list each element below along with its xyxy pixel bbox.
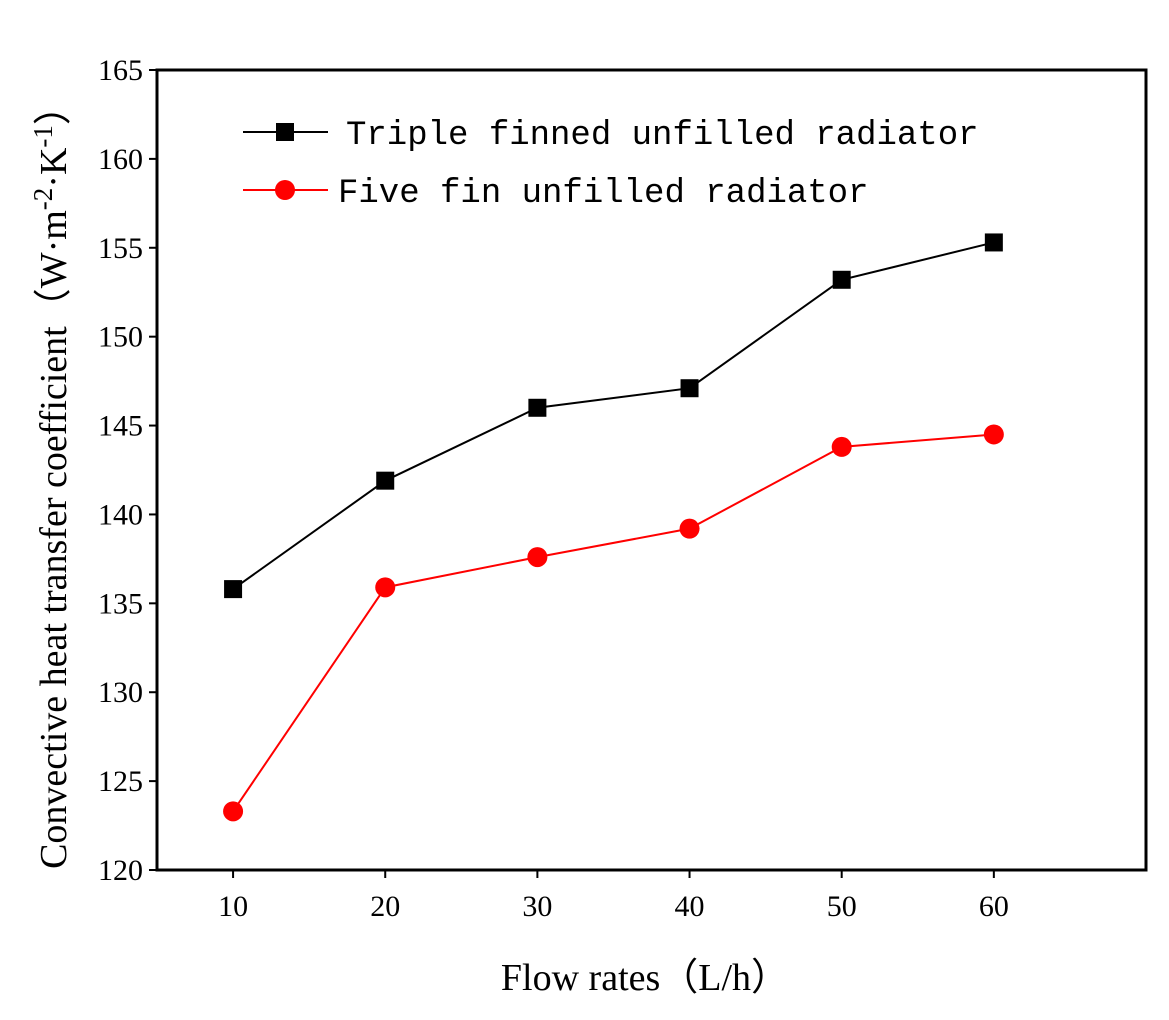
y-axis-title-main: Convective heat transfer coefficient（W·m — [33, 210, 75, 869]
x-tick-label: 40 — [675, 890, 705, 923]
x-tick-label: 50 — [827, 890, 857, 923]
y-tick-label: 145 — [98, 410, 143, 443]
series-2-point — [679, 518, 700, 539]
series-1-point — [680, 379, 699, 398]
y-tick-label: 120 — [98, 854, 143, 887]
x-tick-label: 20 — [370, 890, 400, 923]
y-tick-label: 130 — [98, 676, 143, 709]
y-tick-label: 165 — [98, 54, 143, 87]
y-axis: 120 125 130 135 140 145 150 155 160 165 — [98, 54, 157, 887]
series-2-point — [831, 436, 852, 457]
legend-label: Five fin unfilled radiator — [338, 175, 869, 213]
y-tick-label: 140 — [98, 498, 143, 531]
y-axis-title-mid: ·K — [33, 147, 75, 188]
y-axis-title: Convective heat transfer coefficient（W·m… — [28, 87, 75, 869]
legend-marker — [276, 123, 294, 141]
series-2-point — [527, 547, 548, 568]
series-2-point — [223, 801, 244, 822]
legend-marker — [275, 180, 295, 200]
series-1-point — [376, 471, 395, 490]
series-2-point — [375, 577, 396, 598]
y-axis-title-end: ） — [33, 87, 75, 125]
series-layer — [223, 233, 1004, 822]
series-1-point — [528, 398, 547, 417]
series-1-point — [832, 270, 851, 289]
y-axis-title-sup-1: -2 — [28, 188, 58, 211]
series-1-point — [984, 233, 1003, 252]
y-tick-label: 155 — [98, 232, 143, 265]
series-1 — [224, 233, 1003, 599]
x-tick-label: 60 — [979, 890, 1009, 923]
x-axis-title: Flow rates（L/h） — [501, 957, 789, 999]
y-tick-label: 160 — [98, 143, 143, 176]
x-tick-label: 10 — [218, 890, 248, 923]
series-2-line — [232, 433, 994, 812]
legend-item-1: Triple finned unfilled radiator — [243, 117, 979, 155]
x-tick-label: 30 — [522, 890, 552, 923]
series-1-line — [232, 241, 995, 590]
y-tick-label: 135 — [98, 587, 143, 620]
series-2-point — [983, 424, 1004, 445]
legend-item-2: Five fin unfilled radiator — [243, 175, 869, 213]
plot-frame — [155, 68, 1148, 872]
series-2 — [223, 424, 1004, 822]
legend-label: Triple finned unfilled radiator — [346, 117, 979, 155]
legend: Triple finned unfilled radiator Five fin … — [243, 117, 979, 213]
y-tick-label: 150 — [98, 321, 143, 354]
y-tick-label: 125 — [98, 765, 143, 798]
x-axis: 10 20 30 40 50 60 — [218, 870, 1009, 923]
series-1-point — [224, 580, 243, 599]
y-axis-title-sup-2: -1 — [28, 125, 58, 148]
